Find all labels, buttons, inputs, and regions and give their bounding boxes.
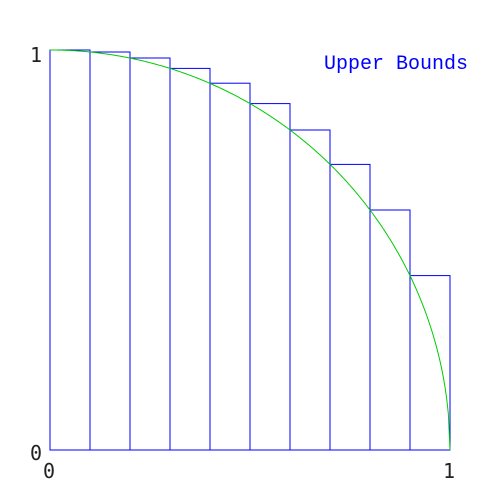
x-tick-label-left: 0 [43, 459, 55, 483]
upper-bound-bar-2 [89, 51, 131, 451]
upper-bound-bar-5 [209, 82, 251, 451]
upper-bound-bar-8 [329, 163, 371, 451]
upper-bound-bar-7 [289, 129, 331, 451]
x-tick-label-right: 1 [443, 459, 455, 483]
upper-bound-bar-9 [369, 209, 411, 451]
upper-bound-bar-6 [249, 103, 291, 451]
y-tick-label-top: 1 [30, 43, 42, 67]
y-tick-label-bottom: 0 [30, 441, 42, 465]
bars-group [49, 49, 451, 451]
upper-bound-bar-10 [409, 275, 451, 451]
upper-bound-bar-1 [49, 49, 91, 451]
upper-bound-bar-4 [169, 67, 211, 451]
chart-title: Upper Bounds [324, 53, 468, 76]
quarter-circle-curve [50, 49, 451, 451]
upper-bound-bar-3 [129, 57, 171, 451]
